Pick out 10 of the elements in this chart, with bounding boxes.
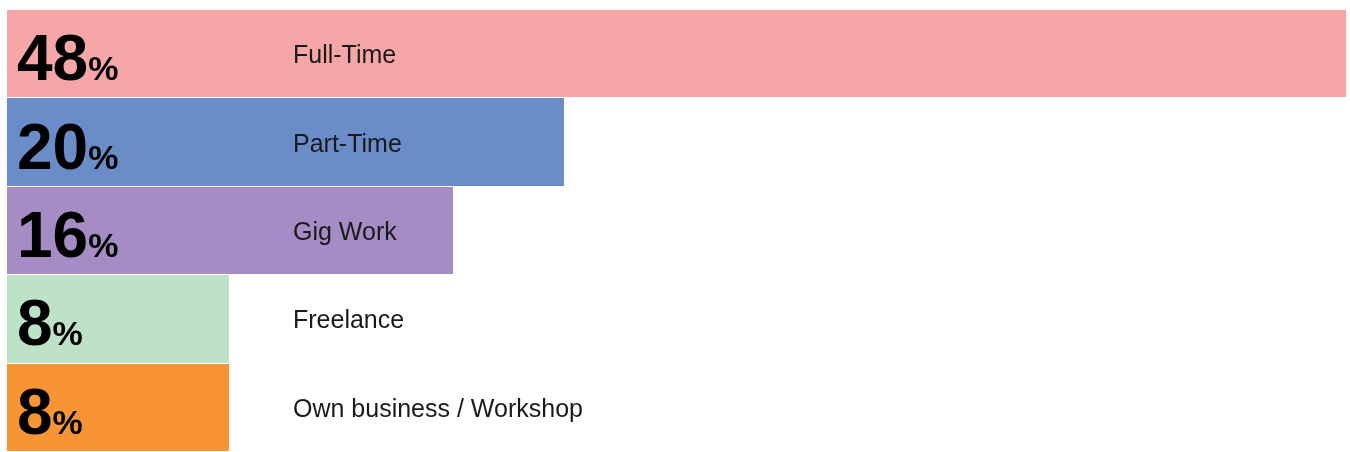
y-tick-label: Part-Time bbox=[293, 129, 402, 157]
data-label: 8% bbox=[17, 376, 83, 448]
data-label: 16% bbox=[17, 199, 119, 271]
data-label: 20% bbox=[17, 111, 119, 183]
data-label: 8% bbox=[17, 287, 83, 359]
y-tick-label: Own business / Workshop bbox=[293, 394, 583, 422]
y-tick-label: Freelance bbox=[293, 305, 405, 333]
data-label: 48% bbox=[17, 22, 119, 94]
y-tick-label: Gig Work bbox=[293, 217, 398, 245]
y-tick-label: Full-Time bbox=[293, 40, 397, 68]
